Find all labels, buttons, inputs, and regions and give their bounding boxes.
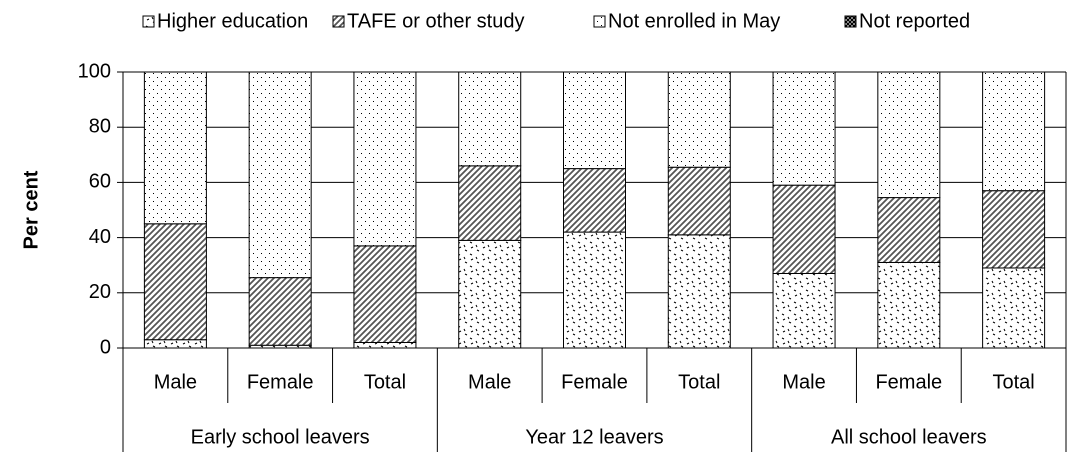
x-tick-label: Male <box>468 371 511 393</box>
x-tick-label: Total <box>678 371 720 393</box>
bar-segment <box>772 71 836 186</box>
group-label: Early school leavers <box>191 426 370 448</box>
group-label: All school leavers <box>831 426 987 448</box>
y-tick-label: 60 <box>89 171 111 193</box>
legend-swatch <box>332 15 345 28</box>
bar-segment <box>458 71 522 167</box>
bar-segment <box>248 277 312 346</box>
bar-segment <box>877 261 941 349</box>
bar-segment <box>353 341 417 349</box>
y-tick-label: 100 <box>78 60 111 82</box>
x-tick-label: Female <box>561 371 628 393</box>
x-tick-label: Male <box>782 371 825 393</box>
bar-segment <box>982 190 1046 269</box>
bar-segment <box>563 168 626 233</box>
bar-segment <box>667 166 731 236</box>
legend-label: Not reported <box>859 10 970 32</box>
bar-segment <box>458 165 522 241</box>
legend-label: Higher education <box>157 10 308 32</box>
bar-segment <box>982 267 1046 349</box>
x-tick-label: Female <box>247 371 314 393</box>
x-tick-label: Total <box>364 371 406 393</box>
bar-segment <box>667 71 731 168</box>
bar-segment <box>353 71 417 247</box>
bar-segment <box>458 239 522 349</box>
bar-segment <box>143 223 207 341</box>
bar-segment <box>563 231 626 349</box>
legend-label: TAFE or other study <box>347 10 524 32</box>
y-tick-label: 20 <box>89 281 111 303</box>
x-tick-label: Total <box>992 371 1034 393</box>
bar-segment <box>143 71 207 225</box>
legend-swatch <box>142 15 155 28</box>
bar-segment <box>982 71 1046 192</box>
x-tick-label: Male <box>154 371 197 393</box>
y-tick-label: 40 <box>89 226 111 248</box>
bar-segment <box>248 71 312 279</box>
bar-segment <box>877 71 941 199</box>
group-label: Year 12 leavers <box>525 426 663 448</box>
y-tick-label: 0 <box>100 336 111 358</box>
bar-segment <box>772 184 836 274</box>
bar-segment <box>563 71 626 170</box>
legend-label: Not enrolled in May <box>608 10 780 32</box>
bar-segment <box>877 197 941 263</box>
legend-swatch <box>593 15 606 28</box>
bar-segment <box>353 245 417 343</box>
y-axis-label: Per cent <box>20 170 42 249</box>
legend-swatch <box>844 15 857 28</box>
x-tick-label: Female <box>875 371 942 393</box>
bar-segment <box>143 339 207 349</box>
bar-segment <box>667 234 731 349</box>
bar-segment <box>772 272 836 349</box>
y-tick-label: 80 <box>89 115 111 137</box>
